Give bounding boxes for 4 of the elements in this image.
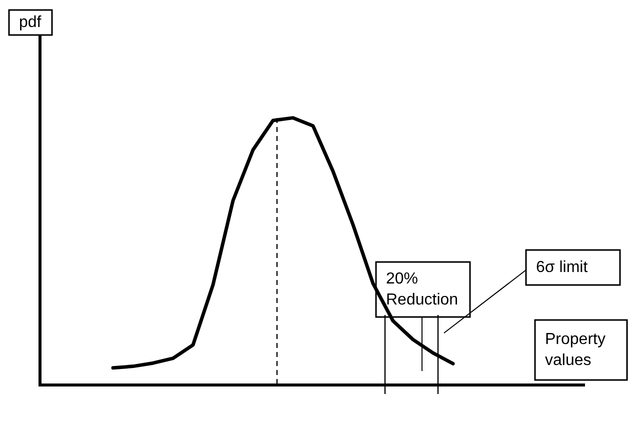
text: pdf	[19, 14, 42, 31]
text: Property values	[545, 330, 606, 369]
annotation: 20% Reduction	[386, 270, 458, 308]
text: 6σ limit	[536, 258, 588, 276]
